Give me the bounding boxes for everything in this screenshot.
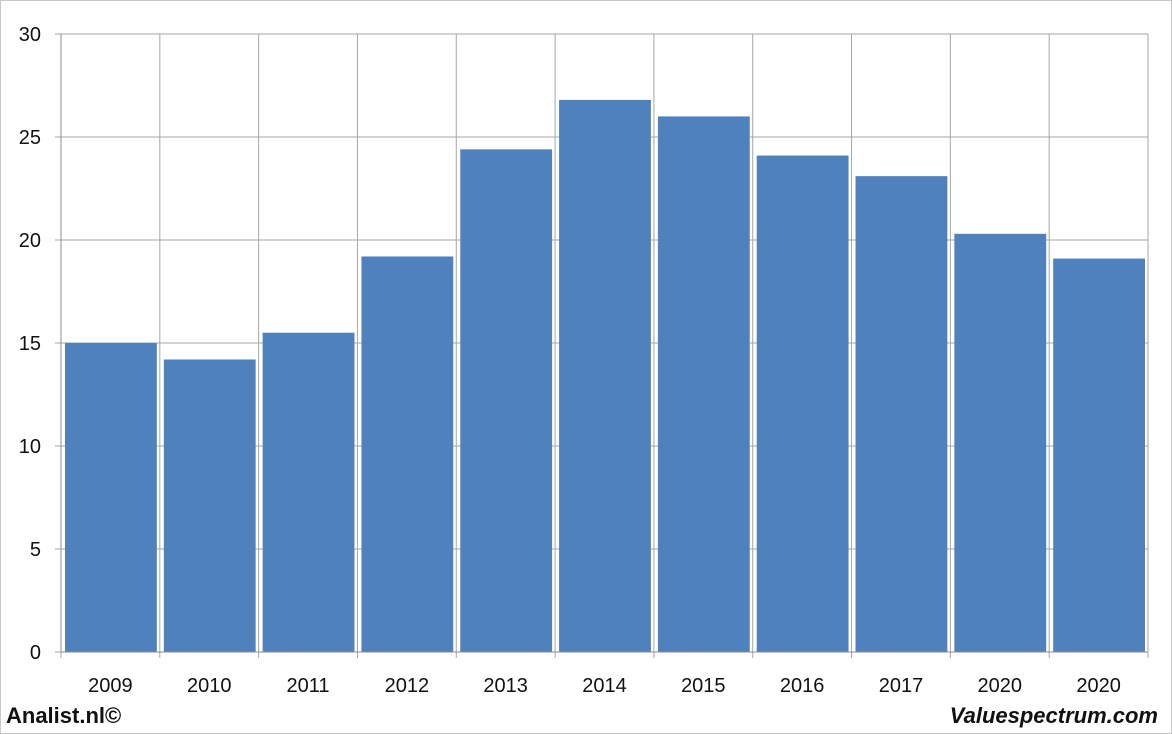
x-tick-label: 2015 [681, 675, 726, 697]
bar-4 [460, 149, 553, 653]
bar-1 [163, 359, 256, 652]
x-tick-label: 2020 [1076, 675, 1121, 697]
x-tick-label: 2020 [978, 675, 1023, 697]
y-tick-label: 10 [19, 436, 41, 458]
bar-9 [954, 233, 1047, 652]
source-credit-left: Analist.nl© [6, 703, 122, 728]
bar-3 [361, 256, 454, 652]
x-tick-label: 2009 [88, 675, 133, 697]
y-tick-label: 30 [19, 24, 41, 46]
bar-7 [756, 155, 849, 653]
x-tick-label: 2011 [287, 675, 330, 697]
bars [65, 99, 1145, 653]
y-tick-label: 25 [19, 127, 41, 149]
x-tick-label: 2010 [187, 675, 232, 697]
y-tick-label: 0 [30, 642, 41, 664]
bar-2 [262, 332, 355, 652]
bar-10 [1053, 258, 1145, 652]
y-tick-label: 15 [19, 333, 41, 355]
bar-8 [855, 176, 948, 652]
x-tick-label: 2017 [879, 675, 924, 697]
x-tick-label: 2012 [385, 675, 430, 697]
y-tick-label: 5 [30, 539, 41, 561]
y-axis: 0 5 10 15 20 25 30 [19, 24, 62, 664]
x-tick-label: 2014 [582, 675, 627, 697]
x-tick-label: 2013 [483, 675, 528, 697]
x-tick-label: 2016 [780, 675, 825, 697]
bar-6 [657, 116, 750, 652]
y-tick-label: 20 [19, 230, 41, 252]
bar-0 [65, 343, 157, 652]
source-credit-right: Valuespectrum.com [949, 703, 1158, 728]
bar-5 [559, 99, 651, 653]
x-axis: 2009 2010 2011 2012 2013 2014 2015 2016 2017 2020… [61, 651, 1148, 697]
